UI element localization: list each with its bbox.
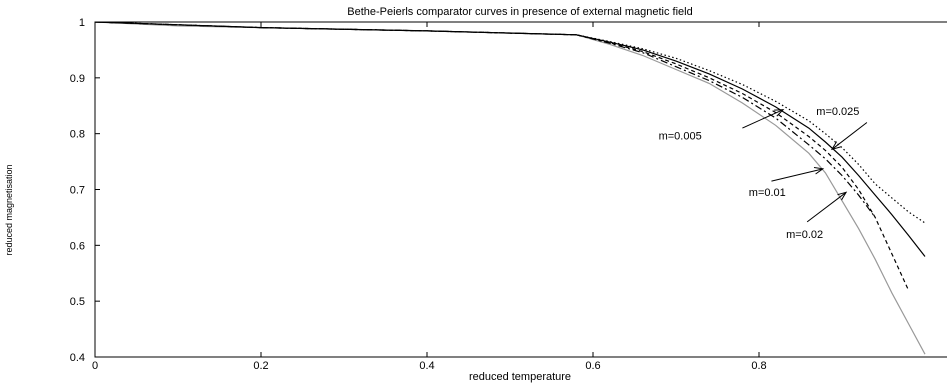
x-tick-label: 0.4 <box>419 360 434 372</box>
plot-frame <box>94 21 947 358</box>
y-tick-label: 0.6 <box>70 240 85 252</box>
annotation-arrow-head <box>830 141 841 151</box>
y-tick-label: 0.4 <box>70 352 85 364</box>
annotation-arrow-head <box>813 167 825 175</box>
series-line-5 <box>95 22 926 224</box>
annotation-label: m=0.01 <box>749 187 786 199</box>
y-tick-label: 0.9 <box>70 73 85 85</box>
y-axis-ticks: 0.4 0.5 0.6 0.7 0.8 0.9 1 <box>70 17 100 364</box>
chart-title: Bethe-Peierls comparator curves in prese… <box>347 6 692 18</box>
x-tick-label: 0 <box>92 360 98 372</box>
annotation-arrow-line <box>806 191 847 223</box>
annotation-label: m=0.025 <box>816 106 859 118</box>
x-tick-label: 0.8 <box>751 360 766 372</box>
annotation-label: m=0.005 <box>659 130 702 142</box>
annotation-arrow-head <box>774 109 785 117</box>
y-tick-label: 0.7 <box>70 185 85 197</box>
y-tick-label: 0.8 <box>70 129 85 141</box>
y-tick-label: 1 <box>79 17 85 29</box>
annotation-arrow-line <box>831 122 868 150</box>
series-layer <box>95 22 926 355</box>
series-line-3 <box>95 22 909 291</box>
annotation-label: m=0.02 <box>786 229 823 241</box>
x-axis-ticks: 0 0.2 0.4 0.6 0.8 <box>92 22 767 372</box>
annotation-layer: m=0.005 m=0.01 m=0.02 m=0.025 <box>659 106 868 241</box>
x-tick-label: 0.2 <box>253 360 268 372</box>
annotation-arrow-line <box>742 109 784 129</box>
series-line-1 <box>95 22 926 355</box>
series-line-4 <box>95 22 926 257</box>
y-tick-label: 0.5 <box>70 296 85 308</box>
y-axis-label: reduced magnetisation <box>4 164 14 255</box>
x-tick-label: 0.6 <box>585 360 600 372</box>
annotation-arrow-line <box>771 168 824 182</box>
x-axis-label: reduced temperature <box>469 371 571 383</box>
annotation-arrow-head <box>837 191 848 201</box>
